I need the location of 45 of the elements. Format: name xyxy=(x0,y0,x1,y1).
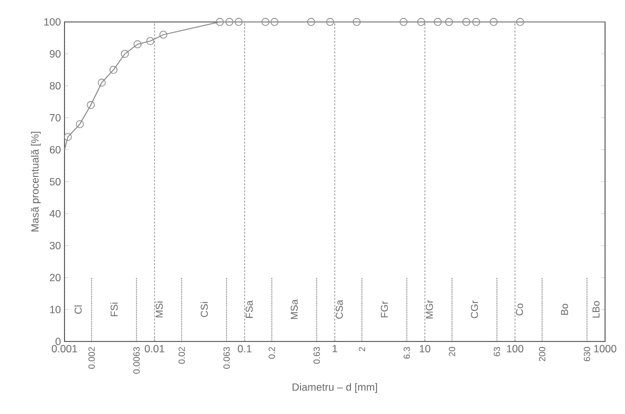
ref-line-label: 0.063 xyxy=(223,346,230,369)
y-tick-label: 100 xyxy=(44,18,61,26)
ref-line-label: 0.2 xyxy=(268,347,275,359)
annotation: MSi xyxy=(155,302,163,318)
x-tick-label: 100 xyxy=(507,344,524,352)
x-axis-title: Diametru – d [mm] xyxy=(292,383,378,393)
x-tick-label: 0.1 xyxy=(238,344,252,352)
ref-line-label: 63 xyxy=(494,346,500,356)
annotation: CSi xyxy=(200,302,208,317)
ref-line-label: 200 xyxy=(538,346,546,362)
x-tick-label: 0.001 xyxy=(52,344,78,352)
annotation: Co xyxy=(516,304,524,316)
x-tick-label: 1 xyxy=(332,344,338,352)
y-axis-title: Masă procentuală [%] xyxy=(30,132,41,232)
y-tick-label: 30 xyxy=(50,242,61,250)
annotation: FSa xyxy=(246,300,253,318)
annotation: FGr xyxy=(380,301,388,318)
y-tick-label: 10 xyxy=(50,306,61,314)
y-tick-label: 60 xyxy=(50,146,61,154)
ref-line-label: 0.002 xyxy=(88,347,95,369)
annotation: MGr xyxy=(426,300,433,318)
ref-line-label: 20 xyxy=(448,346,456,356)
annotation: FSi xyxy=(110,302,118,316)
y-tick-label: 20 xyxy=(50,274,61,282)
x-tick-label: 1000 xyxy=(594,344,616,352)
y-tick-label: 80 xyxy=(50,82,61,90)
y-tick-label: 40 xyxy=(50,210,61,218)
annotation: MSa xyxy=(290,299,298,319)
ref-line-label: 630 xyxy=(584,346,590,362)
annotation: Bo xyxy=(561,304,568,315)
annotation: LBo xyxy=(592,301,600,318)
ref-line-label: 0.0063 xyxy=(133,346,140,374)
ref-line-label: 2 xyxy=(358,347,366,352)
annotation: Cl xyxy=(74,305,82,314)
annotation: CSa xyxy=(336,300,343,319)
y-tick-label: 0 xyxy=(56,338,61,346)
ref-line-label: 0.02 xyxy=(178,347,185,364)
ref-line-label: 6.3 xyxy=(404,346,410,359)
y-tick-label: 70 xyxy=(50,114,61,122)
x-tick-label: 0.01 xyxy=(144,344,164,352)
annotation: CGr xyxy=(470,300,478,318)
y-tick-label: 90 xyxy=(50,50,61,58)
y-tick-label: 50 xyxy=(50,178,61,186)
ref-line-label: 0.63 xyxy=(314,346,320,364)
x-tick-label: 10 xyxy=(420,344,430,352)
